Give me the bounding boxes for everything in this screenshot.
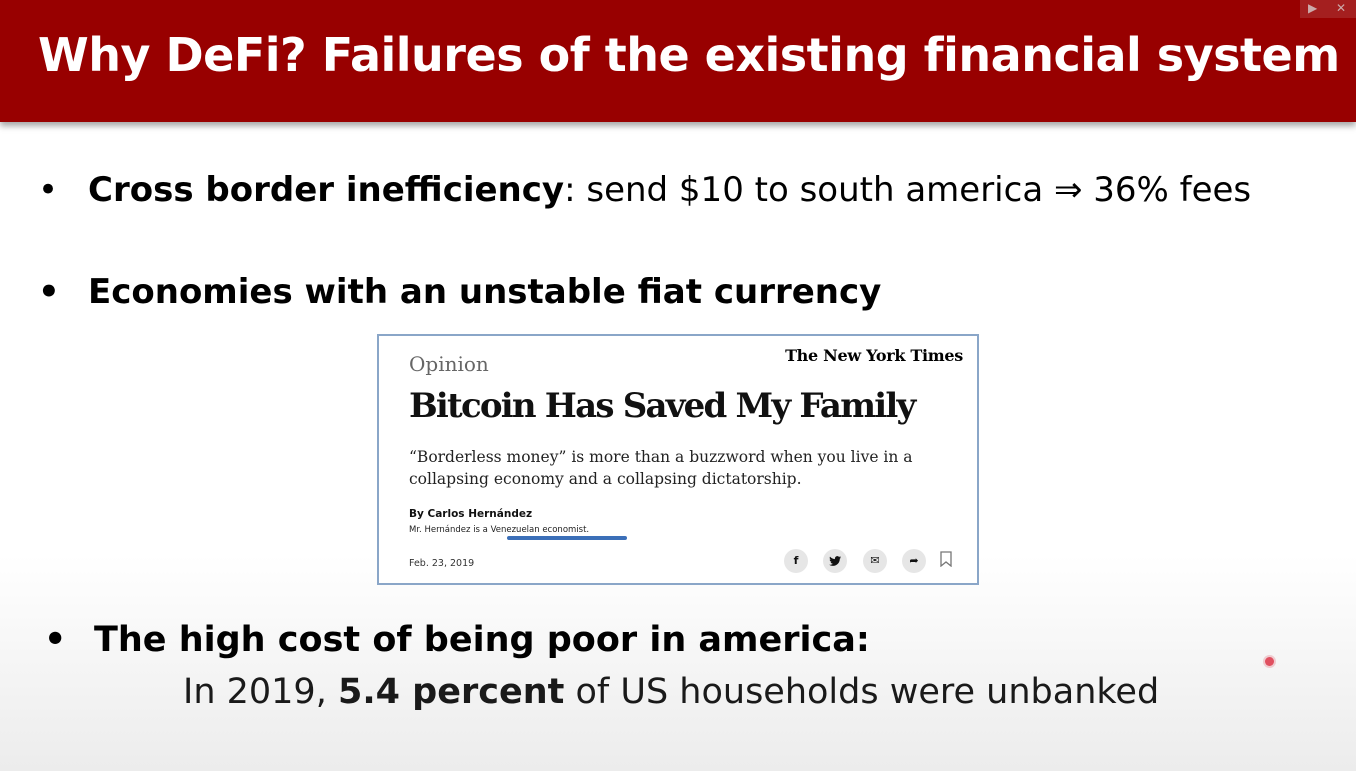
bullet-cross-border-rest: : send $10 to south america ⇒ 36% fees [564,170,1252,210]
bookmark-icon[interactable] [940,551,952,567]
close-icon[interactable]: ✕ [1336,1,1347,15]
unbanked-stat-post: of US households were unbanked [564,672,1160,712]
bullet-cost-of-poverty: • The high cost of being poor in america: [44,620,870,660]
article-section: Opinion [409,352,489,376]
bullet-cross-border-bold: Cross border inefficiency [88,170,565,210]
annotation-underline [507,536,627,540]
article-byline: By Carlos Hernández [409,508,533,520]
article-author-bio: Mr. Hernández is a Venezuelan economist. [409,525,590,535]
bullet-dot: • [44,620,67,660]
nyt-article-card: Opinion The New York Times Bitcoin Has S… [377,334,979,585]
unbanked-stat: In 2019, 5.4 percent of US households we… [183,672,1159,712]
title-bar: Why DeFi? Failures of the existing finan… [0,0,1356,122]
bullet-cost-of-poverty-text: The high cost of being poor in america: [94,620,870,660]
facebook-icon[interactable]: f [784,549,808,573]
bullet-dot: • [38,272,60,312]
video-controls[interactable]: ▶ ✕ [1300,0,1356,18]
email-icon[interactable]: ✉ [863,549,887,573]
nyt-logo: The New York Times [785,346,963,365]
article-date: Feb. 23, 2019 [409,558,475,569]
share-icon[interactable]: ➦ [902,549,926,573]
bullet-unstable-currency-text: Economies with an unstable fiat currency [88,272,882,312]
article-headline: Bitcoin Has Saved My Family [409,386,916,426]
unbanked-stat-pre: In 2019, [183,672,338,712]
play-icon[interactable]: ▶ [1308,1,1318,15]
bullet-unstable-currency: • Economies with an unstable fiat currenc… [38,272,881,312]
bullet-dot: • [38,170,59,210]
twitter-icon[interactable] [823,549,847,573]
article-summary: “Borderless money” is more than a buzzwo… [409,448,913,488]
slide-title: Why DeFi? Failures of the existing finan… [38,28,1340,82]
bullet-cross-border: • Cross border inefficiency: send $10 to … [38,170,1251,210]
laser-pointer-dot [1265,657,1274,666]
unbanked-stat-value: 5.4 percent [337,672,565,712]
